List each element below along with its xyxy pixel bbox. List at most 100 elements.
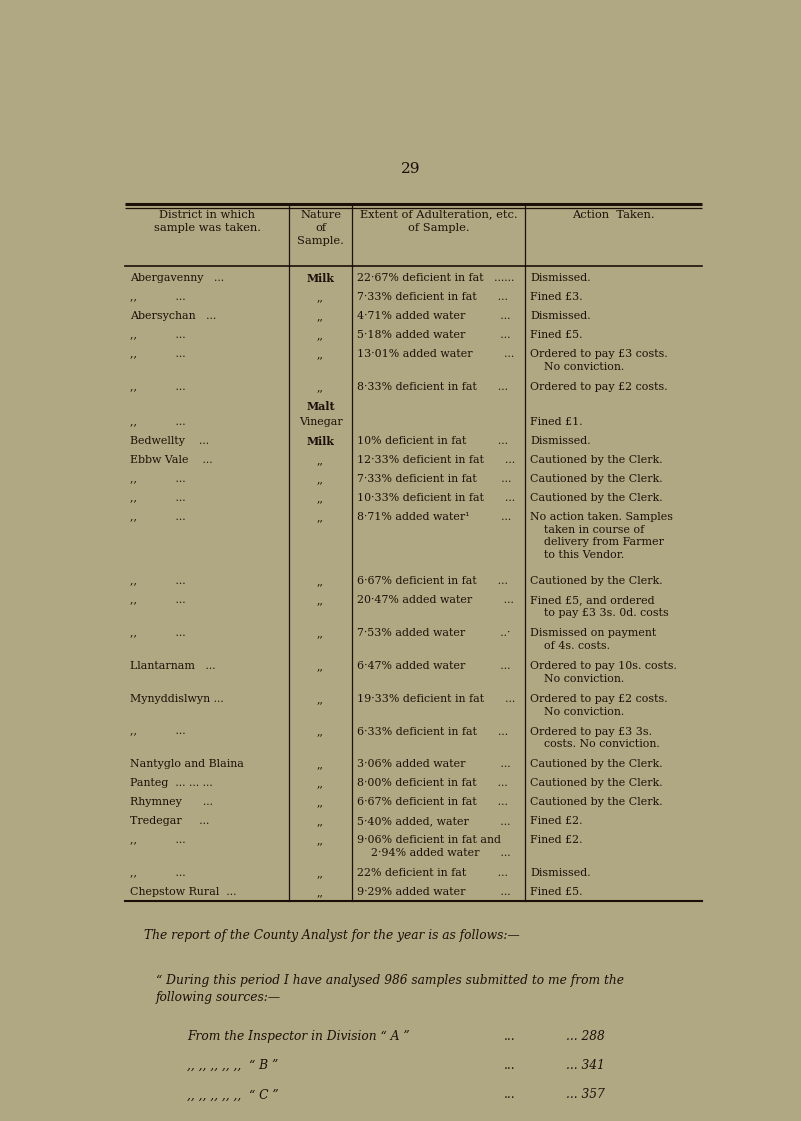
Text: 22% deficient in fat         ...: 22% deficient in fat ... (356, 869, 507, 878)
Text: Chepstow Rural  ...: Chepstow Rural ... (130, 887, 236, 897)
Text: ,,: ,, (317, 576, 324, 586)
Text: Llantarnam   ...: Llantarnam ... (130, 661, 215, 671)
Text: ,,: ,, (317, 797, 324, 807)
Text: 13·01% added water         ...: 13·01% added water ... (356, 350, 513, 360)
Text: Cautioned by the Clerk.: Cautioned by the Clerk. (530, 759, 663, 769)
Text: Extent of Adulteration, etc.
of Sample.: Extent of Adulteration, etc. of Sample. (360, 210, 517, 233)
Text: ,,: ,, (317, 474, 324, 484)
Text: Ordered to pay £2 costs.: Ordered to pay £2 costs. (530, 382, 668, 392)
Text: ,,           ...: ,, ... (130, 835, 186, 845)
Text: 6·47% added water          ...: 6·47% added water ... (356, 661, 510, 671)
Text: Milk: Milk (307, 436, 335, 447)
Text: 5·40% added, water         ...: 5·40% added, water ... (356, 816, 510, 826)
Text: District in which
sample was taken.: District in which sample was taken. (154, 210, 260, 233)
Text: “ During this period I have analysed 986 samples submitted to me from the
follow: “ During this period I have analysed 986… (156, 973, 624, 1003)
Text: ,,: ,, (317, 331, 324, 341)
Text: ,,: ,, (317, 493, 324, 502)
Text: ,,: ,, (317, 887, 324, 897)
Text: Ebbw Vale    ...: Ebbw Vale ... (130, 455, 212, 465)
Text: ,,: ,, (317, 869, 324, 878)
Text: ...: ... (504, 1088, 515, 1101)
Text: ,,           ...: ,, ... (130, 628, 186, 638)
Text: 22·67% deficient in fat   ......: 22·67% deficient in fat ...... (356, 274, 514, 284)
Text: Cautioned by the Clerk.: Cautioned by the Clerk. (530, 493, 663, 502)
Text: 29: 29 (400, 163, 421, 176)
Text: ,,           ...: ,, ... (130, 869, 186, 878)
Text: ,,: ,, (317, 816, 324, 826)
Text: Action  Taken.: Action Taken. (573, 210, 655, 220)
Text: 9·29% added water          ...: 9·29% added water ... (356, 887, 510, 897)
Text: Nantyglo and Blaina: Nantyglo and Blaina (130, 759, 244, 769)
Text: 3·06% added water          ...: 3·06% added water ... (356, 759, 510, 769)
Text: 7·53% added water          ..·: 7·53% added water ..· (356, 628, 510, 638)
Text: 8·71% added water¹         ...: 8·71% added water¹ ... (356, 511, 511, 521)
Text: ,,           ...: ,, ... (130, 726, 186, 736)
Text: 12·33% deficient in fat      ...: 12·33% deficient in fat ... (356, 455, 514, 465)
Text: ,,: ,, (317, 759, 324, 769)
Text: 7·33% deficient in fat      ...: 7·33% deficient in fat ... (356, 293, 507, 303)
Text: Fined £5, and ordered
    to pay £3 3s. 0d. costs: Fined £5, and ordered to pay £3 3s. 0d. … (530, 595, 669, 619)
Text: ,,           ...: ,, ... (130, 493, 186, 502)
Text: Abersychan   ...: Abersychan ... (130, 312, 216, 322)
Text: Fined £5.: Fined £5. (530, 331, 583, 341)
Text: From the Inspector in Division “ A ”: From the Inspector in Division “ A ” (187, 1029, 409, 1043)
Text: 4·71% added water          ...: 4·71% added water ... (356, 312, 510, 322)
Text: No action taken. Samples
    taken in course of
    delivery from Farmer
    to : No action taken. Samples taken in course… (530, 511, 674, 560)
Text: Tredegar     ...: Tredegar ... (130, 816, 209, 826)
Text: ,,           ...: ,, ... (130, 417, 186, 427)
Text: Dismissed.: Dismissed. (530, 869, 591, 878)
Text: ...: ... (504, 1059, 515, 1072)
Text: ...: ... (504, 1029, 515, 1043)
Text: ,, ,, ,, ,, ,,  “ B ”: ,, ,, ,, ,, ,, “ B ” (187, 1059, 278, 1072)
Text: Dismissed.: Dismissed. (530, 436, 591, 446)
Text: ,,: ,, (317, 835, 324, 845)
Text: ,,: ,, (317, 726, 324, 736)
Text: ,,: ,, (317, 350, 324, 360)
Text: Mynyddislwyn ...: Mynyddislwyn ... (130, 694, 223, 704)
Text: Milk: Milk (307, 274, 335, 285)
Text: ,, ,, ,, ,, ,,  “ C ”: ,, ,, ,, ,, ,, “ C ” (187, 1088, 279, 1101)
Text: ,,: ,, (317, 312, 324, 322)
Text: Rhymney      ...: Rhymney ... (130, 797, 213, 807)
Text: Ordered to pay 10s. costs.
    No conviction.: Ordered to pay 10s. costs. No conviction… (530, 661, 677, 684)
Text: Fined £2.: Fined £2. (530, 816, 583, 826)
Text: ,,: ,, (317, 511, 324, 521)
Text: ,,           ...: ,, ... (130, 474, 186, 484)
Text: 6·67% deficient in fat      ...: 6·67% deficient in fat ... (356, 576, 507, 586)
Text: Abergavenny   ...: Abergavenny ... (130, 274, 224, 284)
Text: ... 288: ... 288 (566, 1029, 605, 1043)
Text: Ordered to pay £2 costs.
    No conviction.: Ordered to pay £2 costs. No conviction. (530, 694, 668, 716)
Text: ,,           ...: ,, ... (130, 350, 186, 360)
Text: 8·33% deficient in fat      ...: 8·33% deficient in fat ... (356, 382, 508, 392)
Text: Cautioned by the Clerk.: Cautioned by the Clerk. (530, 778, 663, 788)
Text: ,,: ,, (317, 455, 324, 465)
Text: The report of the County Analyst for the year is as follows:—: The report of the County Analyst for the… (143, 928, 519, 942)
Text: Nature
of
Sample.: Nature of Sample. (297, 210, 344, 245)
Text: ,,: ,, (317, 595, 324, 605)
Text: 6·67% deficient in fat      ...: 6·67% deficient in fat ... (356, 797, 507, 807)
Text: ,,: ,, (317, 778, 324, 788)
Text: 8·00% deficient in fat      ...: 8·00% deficient in fat ... (356, 778, 507, 788)
Text: Malt: Malt (306, 401, 335, 413)
Text: ,,           ...: ,, ... (130, 382, 186, 392)
Text: ,,: ,, (317, 382, 324, 392)
Text: ,,           ...: ,, ... (130, 331, 186, 341)
Text: ,,: ,, (317, 293, 324, 303)
Text: 5·18% added water          ...: 5·18% added water ... (356, 331, 510, 341)
Text: 6·33% deficient in fat      ...: 6·33% deficient in fat ... (356, 726, 508, 736)
Text: Cautioned by the Clerk.: Cautioned by the Clerk. (530, 455, 663, 465)
Text: 9·06% deficient in fat and
    2·94% added water      ...: 9·06% deficient in fat and 2·94% added w… (356, 835, 510, 859)
Text: ,,           ...: ,, ... (130, 511, 186, 521)
Text: Cautioned by the Clerk.: Cautioned by the Clerk. (530, 797, 663, 807)
Text: Dismissed.: Dismissed. (530, 274, 591, 284)
Text: Fined £1.: Fined £1. (530, 417, 583, 427)
Text: Cautioned by the Clerk.: Cautioned by the Clerk. (530, 576, 663, 586)
Text: ,,: ,, (317, 628, 324, 638)
Text: Fined £5.: Fined £5. (530, 887, 583, 897)
Text: 10·33% deficient in fat      ...: 10·33% deficient in fat ... (356, 493, 514, 502)
Text: Ordered to pay £3 3s.
    costs. No conviction.: Ordered to pay £3 3s. costs. No convicti… (530, 726, 660, 750)
Text: Cautioned by the Clerk.: Cautioned by the Clerk. (530, 474, 663, 484)
Text: ,,           ...: ,, ... (130, 576, 186, 586)
Text: Fined £3.: Fined £3. (530, 293, 583, 303)
Text: Dismissed.: Dismissed. (530, 312, 591, 322)
